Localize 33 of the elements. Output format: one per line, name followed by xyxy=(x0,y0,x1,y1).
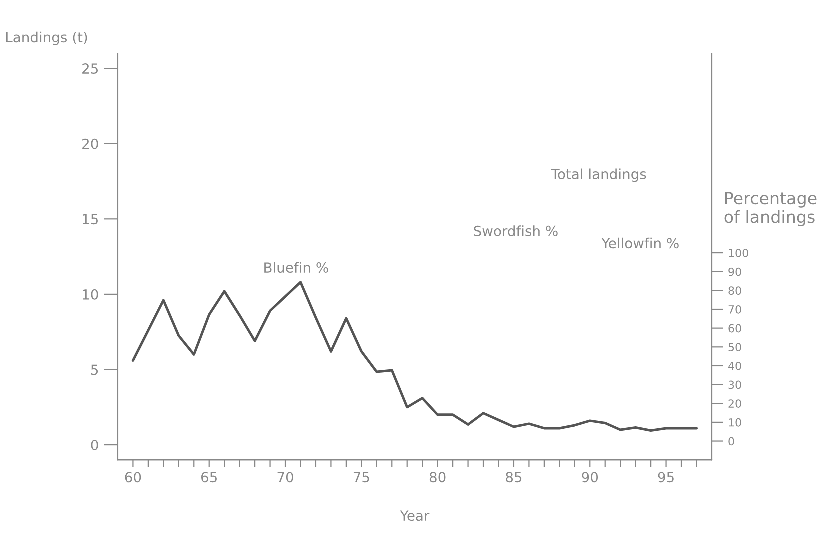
y-tick-label: 10 xyxy=(83,289,98,300)
annotation: Total landings xyxy=(551,168,646,182)
y-axis-title: Landings (t) xyxy=(6,32,88,46)
y2-tick-label: 40 xyxy=(728,362,742,370)
annotation: Bluefin % xyxy=(264,262,328,274)
y2-tick-label: 10 xyxy=(729,418,742,427)
x-tick-label: 90 xyxy=(582,472,598,483)
y2-tick-label: 100 xyxy=(729,249,748,258)
y2-tick-label: 0 xyxy=(728,437,734,446)
annotation: Yellowfin % xyxy=(602,238,679,249)
y2-tick-label: 50 xyxy=(728,343,742,352)
y-tick-label: 0 xyxy=(91,440,98,451)
y-tick-label: 5 xyxy=(91,364,98,376)
x-tick-label: 75 xyxy=(354,472,370,483)
line-series xyxy=(132,281,698,432)
x-tick-label: 60 xyxy=(125,472,142,483)
x-tick-label: 85 xyxy=(506,472,522,483)
x-tick-label: 65 xyxy=(201,472,217,483)
y2-tick-label: 90 xyxy=(728,268,742,276)
y2-tick-label: 70 xyxy=(728,305,742,314)
x-tick-label: 95 xyxy=(658,472,674,483)
annotation: Swordfish % xyxy=(474,226,558,236)
y2-tick-label: 80 xyxy=(728,286,742,296)
y2-tick-label: 20 xyxy=(728,400,742,408)
y-tick-label: 25 xyxy=(82,64,98,74)
y2-axis-title: Percentage of landings xyxy=(724,192,817,227)
x-tick-label: 70 xyxy=(278,472,294,483)
y2-tick-label: 60 xyxy=(728,324,742,333)
y-tick-label: 20 xyxy=(82,138,98,150)
y-tick-label: 15 xyxy=(83,214,98,225)
y2-tick-label: 30 xyxy=(728,380,742,390)
x-tick-label: 80 xyxy=(430,472,446,483)
x-axis-title: Year xyxy=(400,510,430,522)
